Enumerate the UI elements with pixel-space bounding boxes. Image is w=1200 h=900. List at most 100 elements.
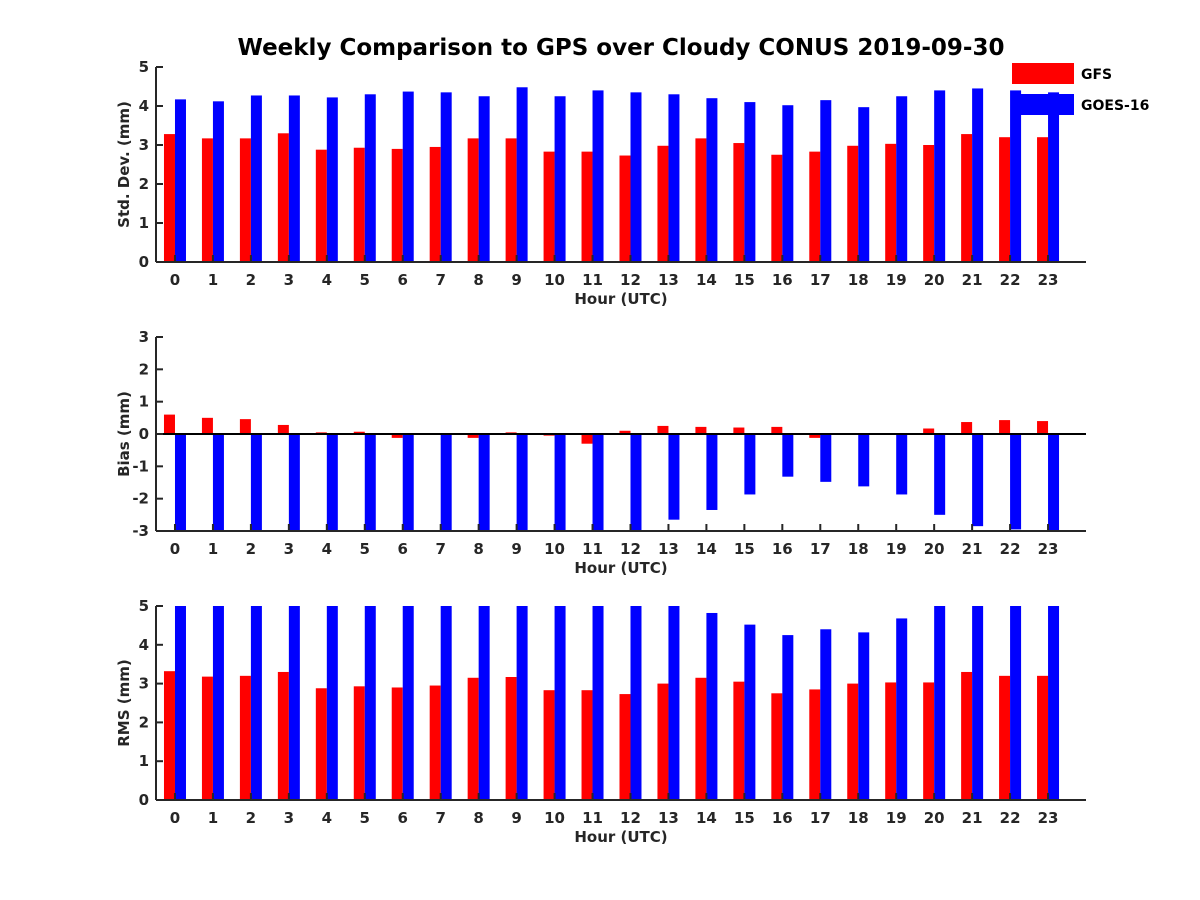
y-axis-label: Std. Dev. (mm) [115,101,133,228]
y-tick-label: 1 [139,214,149,232]
bar-gfs-22 [999,137,1011,262]
x-tick-label: 23 [1038,540,1059,558]
bar-gfs-13 [657,683,669,800]
bar-goes-16-21 [972,434,984,527]
x-tick-label: 0 [170,540,180,558]
x-tick-label: 1 [208,271,218,289]
bar-gfs-10 [543,151,555,262]
bar-goes-16-5 [364,606,376,800]
bar-gfs-12 [619,694,631,800]
bar-goes-16-0 [174,606,186,800]
bar-goes-16-14 [706,98,718,262]
bar-goes-16-10 [554,434,566,531]
bar-gfs-15 [733,143,745,262]
x-tick-label: 13 [658,809,679,827]
bar-goes-16-20 [934,90,946,263]
x-tick-label: 4 [322,809,332,827]
bar-goes-16-15 [744,434,756,495]
bar-goes-16-19 [896,96,908,262]
x-axis-label: Hour (UTC) [574,828,667,846]
bar-gfs-8 [467,677,479,800]
bar-gfs-0 [163,134,175,262]
bar-goes-16-21 [972,606,984,800]
bar-gfs-11 [581,434,593,444]
bar-goes-16-8 [478,434,490,531]
bar-goes-16-17 [820,434,832,482]
bar-gfs-17 [809,151,821,262]
y-tick-label: 4 [139,97,149,115]
bar-goes-16-23 [1048,92,1060,262]
bar-gfs-8 [467,138,479,262]
bar-gfs-5 [353,147,365,262]
x-tick-label: 14 [696,540,717,558]
x-tick-label: 11 [582,809,603,827]
y-tick-label: 5 [139,58,149,76]
legend-swatch-goes-16 [1012,94,1074,115]
bar-gfs-5 [353,431,365,434]
x-axis-label: Hour (UTC) [574,559,667,577]
x-tick-label: 22 [1000,271,1021,289]
bar-goes-16-1 [212,434,224,531]
x-tick-label: 17 [810,271,831,289]
x-tick-label: 0 [170,809,180,827]
x-tick-label: 7 [435,271,445,289]
bar-gfs-17 [809,434,821,438]
bar-gfs-10 [543,690,555,800]
x-tick-label: 9 [511,809,521,827]
bar-gfs-1 [201,138,213,262]
x-tick-label: 14 [696,809,717,827]
x-tick-label: 14 [696,271,717,289]
x-tick-label: 7 [435,540,445,558]
bar-goes-16-15 [744,102,756,262]
bar-goes-16-9 [516,87,528,262]
bar-gfs-21 [961,134,973,262]
bar-goes-16-23 [1048,606,1060,800]
x-tick-label: 18 [848,271,869,289]
x-tick-label: 12 [620,540,641,558]
bar-goes-16-18 [858,434,870,487]
x-tick-label: 9 [511,540,521,558]
bar-goes-16-4 [326,434,338,531]
bar-goes-16-7 [440,606,452,800]
x-tick-label: 12 [620,809,641,827]
bar-goes-16-22 [1010,606,1022,800]
x-tick-label: 3 [284,540,294,558]
bar-gfs-6 [391,687,403,800]
bar-gfs-23 [1037,675,1049,800]
y-tick-label: 3 [139,136,149,154]
bar-goes-16-3 [288,606,300,800]
x-tick-label: 19 [886,271,907,289]
bar-goes-16-18 [858,107,870,262]
bar-goes-16-11 [592,434,604,531]
x-tick-label: 16 [772,809,793,827]
bar-goes-16-3 [288,434,300,531]
y-tick-label: -2 [132,490,149,508]
x-tick-label: 6 [398,809,408,827]
bar-gfs-2 [239,419,251,434]
bar-goes-16-3 [288,95,300,262]
y-tick-label: 0 [139,791,149,809]
bar-gfs-14 [695,426,707,434]
bar-goes-16-17 [820,100,832,263]
bar-goes-16-9 [516,606,528,800]
x-tick-label: 19 [886,809,907,827]
x-tick-label: 17 [810,809,831,827]
bar-goes-16-12 [630,434,642,531]
x-tick-label: 22 [1000,809,1021,827]
bar-gfs-16 [771,693,783,800]
x-tick-label: 13 [658,540,679,558]
bar-goes-16-6 [402,91,414,262]
bar-gfs-20 [923,682,935,800]
bar-gfs-8 [467,434,479,438]
bar-goes-16-21 [972,88,984,262]
x-tick-label: 0 [170,271,180,289]
x-tick-label: 8 [473,809,483,827]
bar-goes-16-1 [212,606,224,800]
bar-goes-16-7 [440,434,452,531]
bar-gfs-19 [885,682,897,800]
bar-gfs-22 [999,420,1011,434]
x-tick-label: 10 [544,271,565,289]
x-tick-label: 20 [924,809,945,827]
bar-goes-16-13 [668,94,680,262]
x-tick-label: 22 [1000,540,1021,558]
